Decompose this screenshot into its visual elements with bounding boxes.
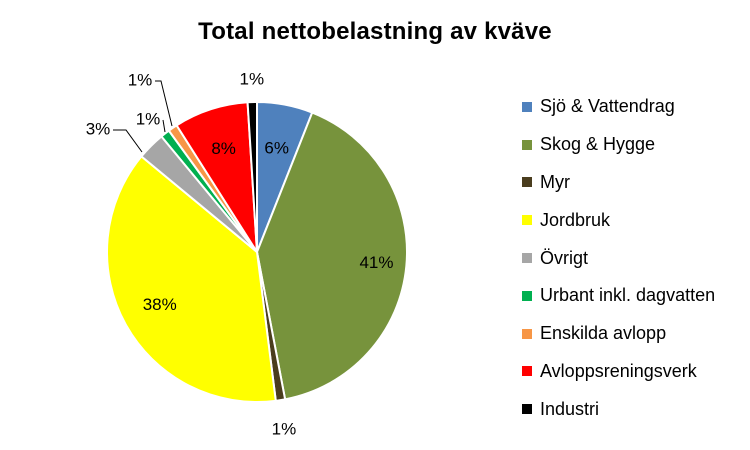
slice-label: 8% bbox=[211, 139, 236, 158]
legend-label: Urbant inkl. dagvatten bbox=[540, 285, 716, 306]
legend-swatch bbox=[522, 215, 532, 226]
legend-item: Avloppsreningsverk bbox=[522, 353, 715, 391]
slice-labels: 6% 41% 1% 38% 3% 1% 1% 8% 1% bbox=[86, 70, 394, 439]
chart-title: Total nettobelastning av kväve bbox=[198, 18, 552, 45]
slice-label: 1% bbox=[128, 70, 153, 89]
slice-label: 1% bbox=[136, 109, 161, 128]
slice-label: 1% bbox=[239, 70, 264, 89]
pie-slices bbox=[106, 100, 408, 403]
legend-item: Övrigt bbox=[522, 239, 715, 277]
legend-label: Avloppsreningsverk bbox=[540, 360, 697, 381]
slice-label: 3% bbox=[86, 119, 111, 138]
legend-item: Enskilda avlopp bbox=[522, 315, 715, 353]
legend-label: Sjö & Vattendrag bbox=[540, 96, 675, 117]
leader-line bbox=[113, 129, 143, 153]
slice-label: 1% bbox=[272, 419, 297, 438]
legend-swatch bbox=[522, 101, 532, 112]
slice-label: 6% bbox=[264, 138, 289, 157]
legend-label: Skog & Hygge bbox=[540, 134, 656, 155]
legend-label: Övrigt bbox=[540, 247, 589, 268]
slice-label: 38% bbox=[143, 295, 177, 314]
legend-swatch bbox=[522, 253, 532, 264]
legend-label: Enskilda avlopp bbox=[540, 323, 667, 344]
legend-item: Skog & Hygge bbox=[522, 126, 715, 164]
legend-swatch bbox=[522, 366, 532, 377]
legend: Sjö & Vattendrag Skog & Hygge Myr Jordbruk Ö… bbox=[522, 88, 715, 428]
legend-item: Industri bbox=[522, 390, 715, 428]
legend-swatch bbox=[522, 404, 532, 415]
leader-lines bbox=[113, 80, 173, 153]
legend-swatch bbox=[522, 177, 532, 188]
pie-slice bbox=[106, 154, 277, 403]
legend-label: Industri bbox=[540, 398, 600, 419]
leader-line bbox=[162, 119, 166, 133]
pie-slice bbox=[246, 100, 258, 253]
legend-item: Urbant inkl. dagvatten bbox=[522, 277, 715, 315]
pie-slice bbox=[255, 111, 408, 401]
leader-line bbox=[155, 80, 173, 127]
legend-label: Jordbruk bbox=[540, 209, 611, 230]
slice-label: 41% bbox=[359, 253, 393, 272]
legend-swatch bbox=[522, 139, 532, 150]
legend-item: Jordbruk bbox=[522, 201, 715, 239]
legend-item: Myr bbox=[522, 164, 715, 202]
legend-swatch bbox=[522, 290, 532, 301]
legend-item: Sjö & Vattendrag bbox=[522, 88, 715, 126]
legend-label: Myr bbox=[540, 171, 570, 192]
legend-swatch bbox=[522, 328, 532, 339]
